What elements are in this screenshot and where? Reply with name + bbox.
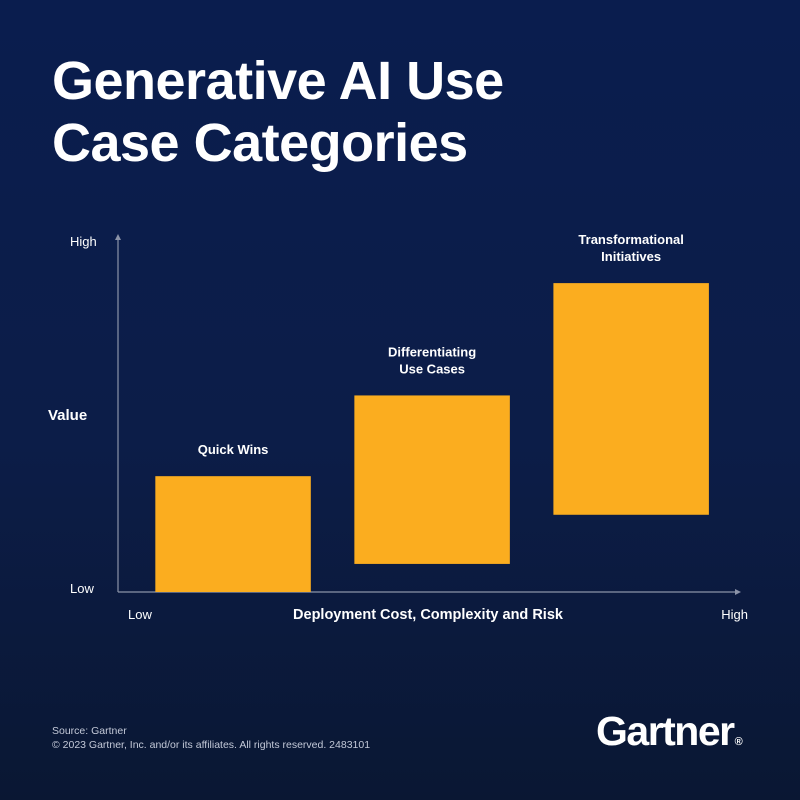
bar-1 [155,476,311,592]
bar-2 [354,395,510,564]
x-axis-arrow-icon [735,589,741,595]
copyright-line: © 2023 Gartner, Inc. and/or its affiliat… [52,739,371,751]
gartner-logo: Gartner® [596,708,743,755]
bar-label-3-line-1: Transformational [578,232,683,247]
bar-label-2-line-1: Differentiating [388,344,476,359]
bar-label-3-line-2: Initiatives [601,249,661,264]
bar-label-2-line-2: Use Cases [399,361,465,376]
bar-label-1-line-1: Quick Wins [198,442,269,457]
x-axis-title: Deployment Cost, Complexity and Risk [293,607,564,623]
x-tick-low: Low [128,607,152,622]
logo-text: Gartner [596,708,735,754]
title-line-2: Case Categories [52,113,468,173]
x-tick-high: High [721,607,748,622]
title-line-1: Generative AI Use [52,51,504,111]
y-axis-title: Value [48,407,87,424]
registered-mark: ® [734,736,743,748]
y-tick-high: High [70,234,97,249]
source-note: Source: Gartner © 2023 Gartner, Inc. and… [52,724,370,752]
page-title: Generative AI Use Case Categories [52,50,672,174]
bar-3 [553,283,709,515]
y-axis-arrow-icon [115,234,121,240]
source-line: Source: Gartner [52,725,127,737]
y-tick-low: Low [70,581,94,596]
